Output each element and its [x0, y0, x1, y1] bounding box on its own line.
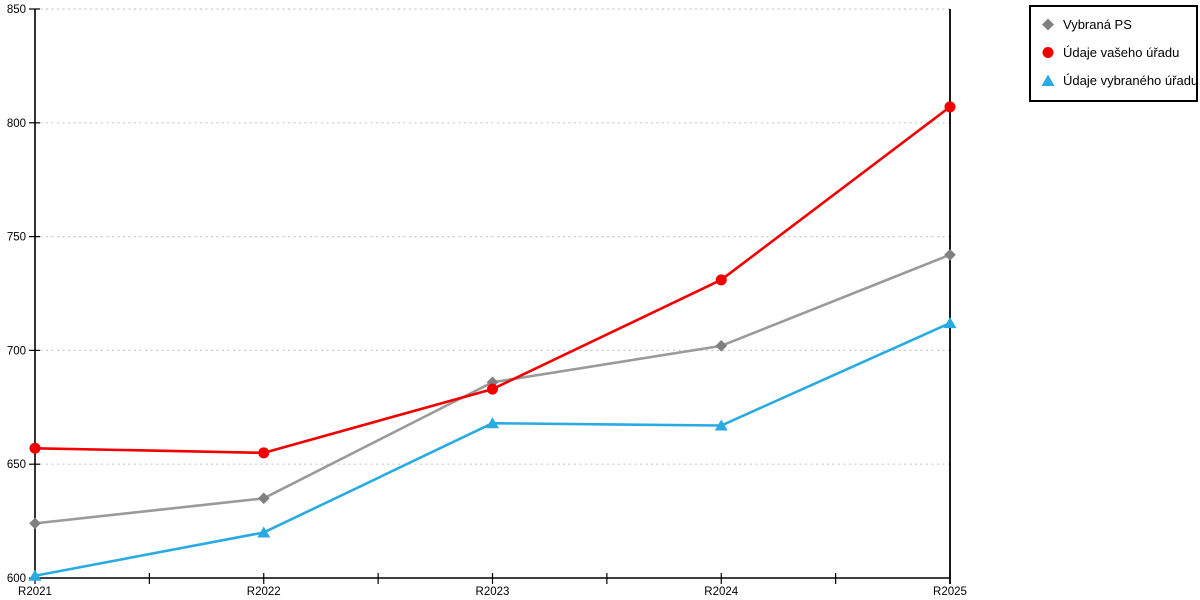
data-point-marker-2	[943, 317, 957, 329]
legend-label: Vybraná PS	[1063, 17, 1132, 32]
circle-marker-icon	[1040, 45, 1056, 60]
legend-item-2: Údaje vybraného úřadu	[1040, 73, 1198, 88]
x-axis-label: R2023	[476, 586, 510, 598]
data-point-marker-1	[258, 447, 270, 459]
data-point-marker-2	[486, 417, 499, 429]
data-point-marker-2	[28, 569, 42, 581]
data-point-marker-1	[487, 383, 498, 395]
y-axis-label: 750	[7, 232, 26, 244]
y-axis-label: 600	[7, 573, 26, 585]
legend-label: Údaje vybraného úřadu	[1063, 73, 1199, 88]
data-point-marker-2	[257, 526, 271, 538]
series-line-2	[33, 321, 952, 578]
diamond-marker-icon	[1040, 17, 1056, 32]
x-axis-label: R2025	[933, 586, 967, 598]
legend-item-1: Údaje vašeho úřadu	[1040, 45, 1188, 60]
data-point-marker-2	[714, 419, 728, 431]
legend-label: Údaje vašeho úřadu	[1063, 45, 1180, 60]
x-axis-label: R2024	[704, 586, 738, 598]
y-axis-label: 650	[7, 459, 26, 471]
y-axis-label: 850	[7, 4, 26, 16]
triangle-marker-icon	[1040, 73, 1056, 88]
y-axis-label: 700	[7, 345, 26, 357]
data-point-marker-0	[944, 249, 956, 261]
x-axis-label: R2022	[247, 586, 281, 598]
y-axis-label: 800	[7, 118, 26, 130]
data-point-marker-1	[29, 442, 41, 454]
x-axis-label: R2021	[18, 586, 52, 598]
series-line-1	[33, 105, 952, 455]
data-point-marker-0	[257, 492, 270, 505]
data-point-marker-1	[715, 274, 727, 286]
legend: Vybraná PS Údaje vašeho úřadu Údaje vybran…	[1029, 5, 1198, 102]
data-point-marker-1	[944, 101, 956, 113]
legend-item-0: Vybraná PS	[1040, 17, 1188, 32]
data-point-marker-0	[29, 517, 41, 530]
data-point-marker-0	[715, 340, 728, 352]
